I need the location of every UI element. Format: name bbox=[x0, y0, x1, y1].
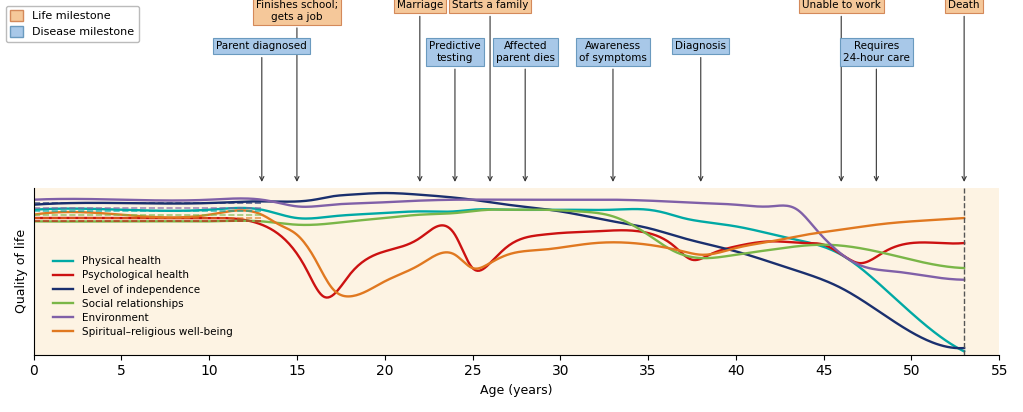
Spiritual–religious well-being bbox=[958, 215, 970, 220]
Text: Affected
parent dies: Affected parent dies bbox=[496, 41, 554, 181]
Social relationships bbox=[28, 219, 40, 224]
Text: Death: Death bbox=[948, 0, 980, 181]
Physical health bbox=[234, 206, 247, 211]
Line: Social relationships: Social relationships bbox=[34, 210, 964, 268]
Social relationships bbox=[475, 208, 487, 213]
Level of independence bbox=[958, 346, 970, 351]
Environment bbox=[792, 208, 804, 213]
Social relationships bbox=[470, 208, 482, 213]
Level of independence bbox=[28, 202, 40, 207]
Spiritual–religious well-being bbox=[585, 241, 597, 246]
Physical health bbox=[477, 207, 489, 212]
Line: Psychological health: Psychological health bbox=[34, 218, 964, 297]
Line: Environment: Environment bbox=[34, 199, 964, 280]
Environment bbox=[958, 277, 970, 282]
Psychological health bbox=[28, 215, 40, 220]
Text: Predictive
testing: Predictive testing bbox=[429, 41, 481, 181]
Spiritual–religious well-being bbox=[794, 233, 806, 238]
Text: Awareness
of symptoms: Awareness of symptoms bbox=[579, 41, 647, 181]
Psychological health bbox=[473, 268, 485, 273]
Level of independence bbox=[477, 199, 489, 204]
Physical health bbox=[937, 337, 949, 342]
Physical health bbox=[958, 349, 970, 354]
Environment bbox=[234, 196, 247, 201]
Spiritual–religious well-being bbox=[535, 247, 547, 252]
Text: Requires
24-hour care: Requires 24-hour care bbox=[843, 41, 909, 181]
Social relationships bbox=[937, 264, 949, 269]
Social relationships bbox=[490, 207, 502, 212]
Psychological health bbox=[585, 229, 597, 234]
Environment bbox=[937, 276, 949, 281]
Text: Unable to work: Unable to work bbox=[802, 0, 881, 181]
Social relationships bbox=[958, 266, 970, 271]
Physical health bbox=[472, 207, 484, 212]
Social relationships bbox=[583, 210, 595, 215]
Line: Level of independence: Level of independence bbox=[34, 193, 964, 348]
Environment bbox=[583, 197, 595, 202]
Physical health bbox=[583, 208, 595, 213]
Spiritual–religious well-being bbox=[343, 294, 355, 299]
Level of independence bbox=[472, 198, 484, 203]
Level of independence bbox=[583, 214, 595, 219]
Text: Finishes school;
gets a job: Finishes school; gets a job bbox=[256, 0, 338, 181]
Text: Starts a family: Starts a family bbox=[452, 0, 528, 181]
Spiritual–religious well-being bbox=[939, 217, 951, 222]
Level of independence bbox=[937, 344, 949, 349]
Spiritual–religious well-being bbox=[234, 208, 247, 213]
Psychological health bbox=[64, 215, 77, 220]
Spiritual–religious well-being bbox=[28, 212, 40, 217]
Level of independence bbox=[792, 269, 804, 274]
Environment bbox=[477, 197, 489, 202]
Social relationships bbox=[792, 244, 804, 249]
Psychological health bbox=[320, 295, 332, 300]
Line: Spiritual–religious well-being: Spiritual–religious well-being bbox=[34, 211, 964, 296]
Level of independence bbox=[954, 346, 967, 351]
Spiritual–religious well-being bbox=[479, 264, 491, 269]
Legend: Physical health, Psychological health, Level of independence, Social relationshi: Physical health, Psychological health, L… bbox=[48, 252, 236, 341]
X-axis label: Age (years): Age (years) bbox=[480, 384, 552, 397]
Psychological health bbox=[535, 232, 547, 237]
Spiritual–religious well-being bbox=[473, 266, 485, 271]
Physical health bbox=[792, 238, 804, 243]
Social relationships bbox=[533, 207, 545, 212]
Psychological health bbox=[939, 241, 951, 246]
Psychological health bbox=[794, 240, 806, 245]
Physical health bbox=[28, 207, 40, 212]
Environment bbox=[533, 197, 545, 202]
Psychological health bbox=[479, 265, 491, 270]
Text: Parent diagnosed: Parent diagnosed bbox=[217, 41, 307, 181]
Physical health bbox=[533, 207, 545, 212]
Level of independence bbox=[533, 206, 545, 211]
Y-axis label: Quality of life: Quality of life bbox=[15, 229, 28, 314]
Environment bbox=[472, 197, 484, 202]
Environment bbox=[28, 197, 40, 202]
Line: Physical health: Physical health bbox=[34, 208, 964, 351]
Text: Marriage: Marriage bbox=[397, 0, 443, 181]
Legend: Life milestone, Disease milestone: Life milestone, Disease milestone bbox=[5, 5, 139, 42]
Level of independence bbox=[380, 191, 392, 196]
Psychological health bbox=[958, 241, 970, 246]
Text: Diagnosis: Diagnosis bbox=[675, 41, 726, 181]
